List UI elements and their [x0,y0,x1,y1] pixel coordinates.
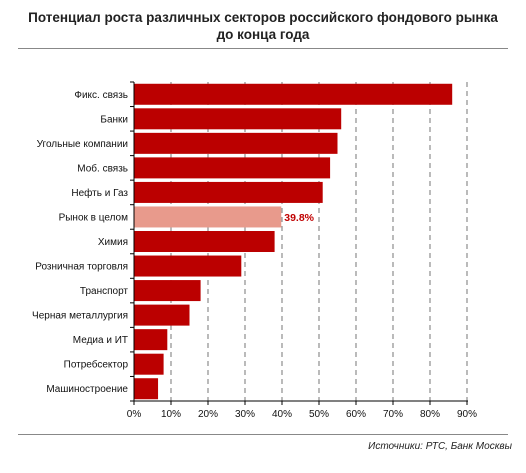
x-tick-label: 60% [346,409,366,420]
chart-title-line-2: до конца года [216,27,310,42]
x-tick-label: 30% [235,409,255,420]
category-label: Рынок в целом [59,212,129,223]
top-divider [18,48,508,49]
category-label: Черная металлургия [32,311,128,322]
bar [134,231,275,252]
x-tick-label: 40% [272,409,292,420]
x-tick-label: 10% [161,409,181,420]
x-tick-label: 0% [127,409,142,420]
bar [134,353,164,375]
category-label: Машиностроение [46,384,128,395]
category-label: Транспорт [80,286,129,297]
bar [134,157,331,179]
category-label: Химия [98,237,128,248]
bar [134,108,342,130]
bar [134,280,201,302]
bar [134,206,282,228]
x-tick-label: 90% [457,409,477,420]
category-label: Моб. связь [77,162,128,174]
bar [134,132,338,154]
x-tick-label: 20% [198,409,218,420]
bar [134,329,168,351]
chart-title-line-1: Потенциал роста различных секторов росси… [28,10,498,25]
category-label: Нефть и Газ [71,187,128,199]
bar [134,181,323,203]
category-label: Фикс. связь [74,90,128,101]
bar [134,378,159,400]
x-tick-label: 50% [309,409,329,420]
source-note: Источники: РТС, Банк Москвы [368,441,512,452]
category-label: Угольные компании [37,139,128,150]
category-label: Медиа и ИТ [73,335,128,346]
bar [134,83,453,105]
category-label: Потребсектор [64,359,129,371]
chart-title: Потенциал роста различных секторов росси… [0,9,526,43]
bar [134,304,190,326]
data-label: 39.8% [284,212,314,224]
x-tick-label: 70% [383,409,403,420]
bottom-divider [18,434,508,435]
x-tick-label: 80% [420,409,440,420]
category-label: Розничная торговля [35,262,128,273]
category-label: Банки [100,114,128,125]
bar [134,255,242,277]
